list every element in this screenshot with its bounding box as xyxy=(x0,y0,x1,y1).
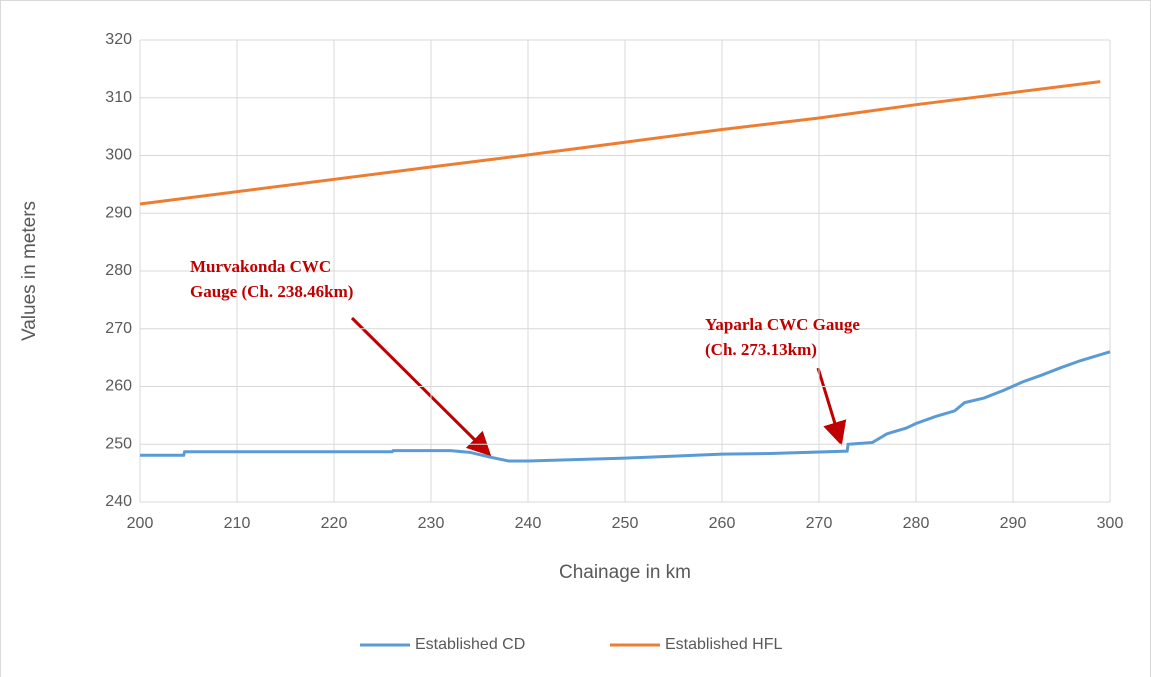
data-line xyxy=(140,350,1111,463)
x-axis-label: Chainage in km xyxy=(559,562,691,583)
data-line xyxy=(139,80,1101,206)
y-tick-label: 300 xyxy=(105,147,132,164)
y-tick-label: 310 xyxy=(105,89,132,106)
x-tick-label: 200 xyxy=(127,515,154,532)
x-tick-label: 250 xyxy=(612,515,639,532)
y-tick-label: 260 xyxy=(105,378,132,395)
y-tick-label: 250 xyxy=(105,435,132,452)
y-tick-label: 280 xyxy=(105,262,132,279)
annotation-arrow xyxy=(350,316,492,457)
y-tick-label: 320 xyxy=(105,31,132,48)
annotation: Yaparla CWC Gauge xyxy=(705,315,860,334)
y-tick-label: 290 xyxy=(105,204,132,221)
x-tick-label: 280 xyxy=(903,515,930,532)
y-axis-label: Values in meters xyxy=(19,201,40,341)
annotation: (Ch. 273.13km) xyxy=(705,340,817,359)
legend-label: Established CD xyxy=(415,636,525,653)
annotation: Gauge (Ch. 238.46km) xyxy=(190,282,353,301)
x-tick-label: 260 xyxy=(709,515,736,532)
annotation-arrow xyxy=(816,367,847,446)
annotation: Murvakonda CWC xyxy=(190,257,331,276)
x-tick-label: 290 xyxy=(1000,515,1027,532)
x-tick-label: 240 xyxy=(515,515,542,532)
y-tick-label: 240 xyxy=(105,493,132,510)
legend-label: Established HFL xyxy=(665,636,782,653)
x-tick-label: 300 xyxy=(1097,515,1124,532)
x-tick-label: 230 xyxy=(418,515,445,532)
x-tick-label: 270 xyxy=(806,515,833,532)
y-tick-label: 270 xyxy=(105,320,132,337)
x-tick-label: 220 xyxy=(321,515,348,532)
x-tick-label: 210 xyxy=(224,515,251,532)
